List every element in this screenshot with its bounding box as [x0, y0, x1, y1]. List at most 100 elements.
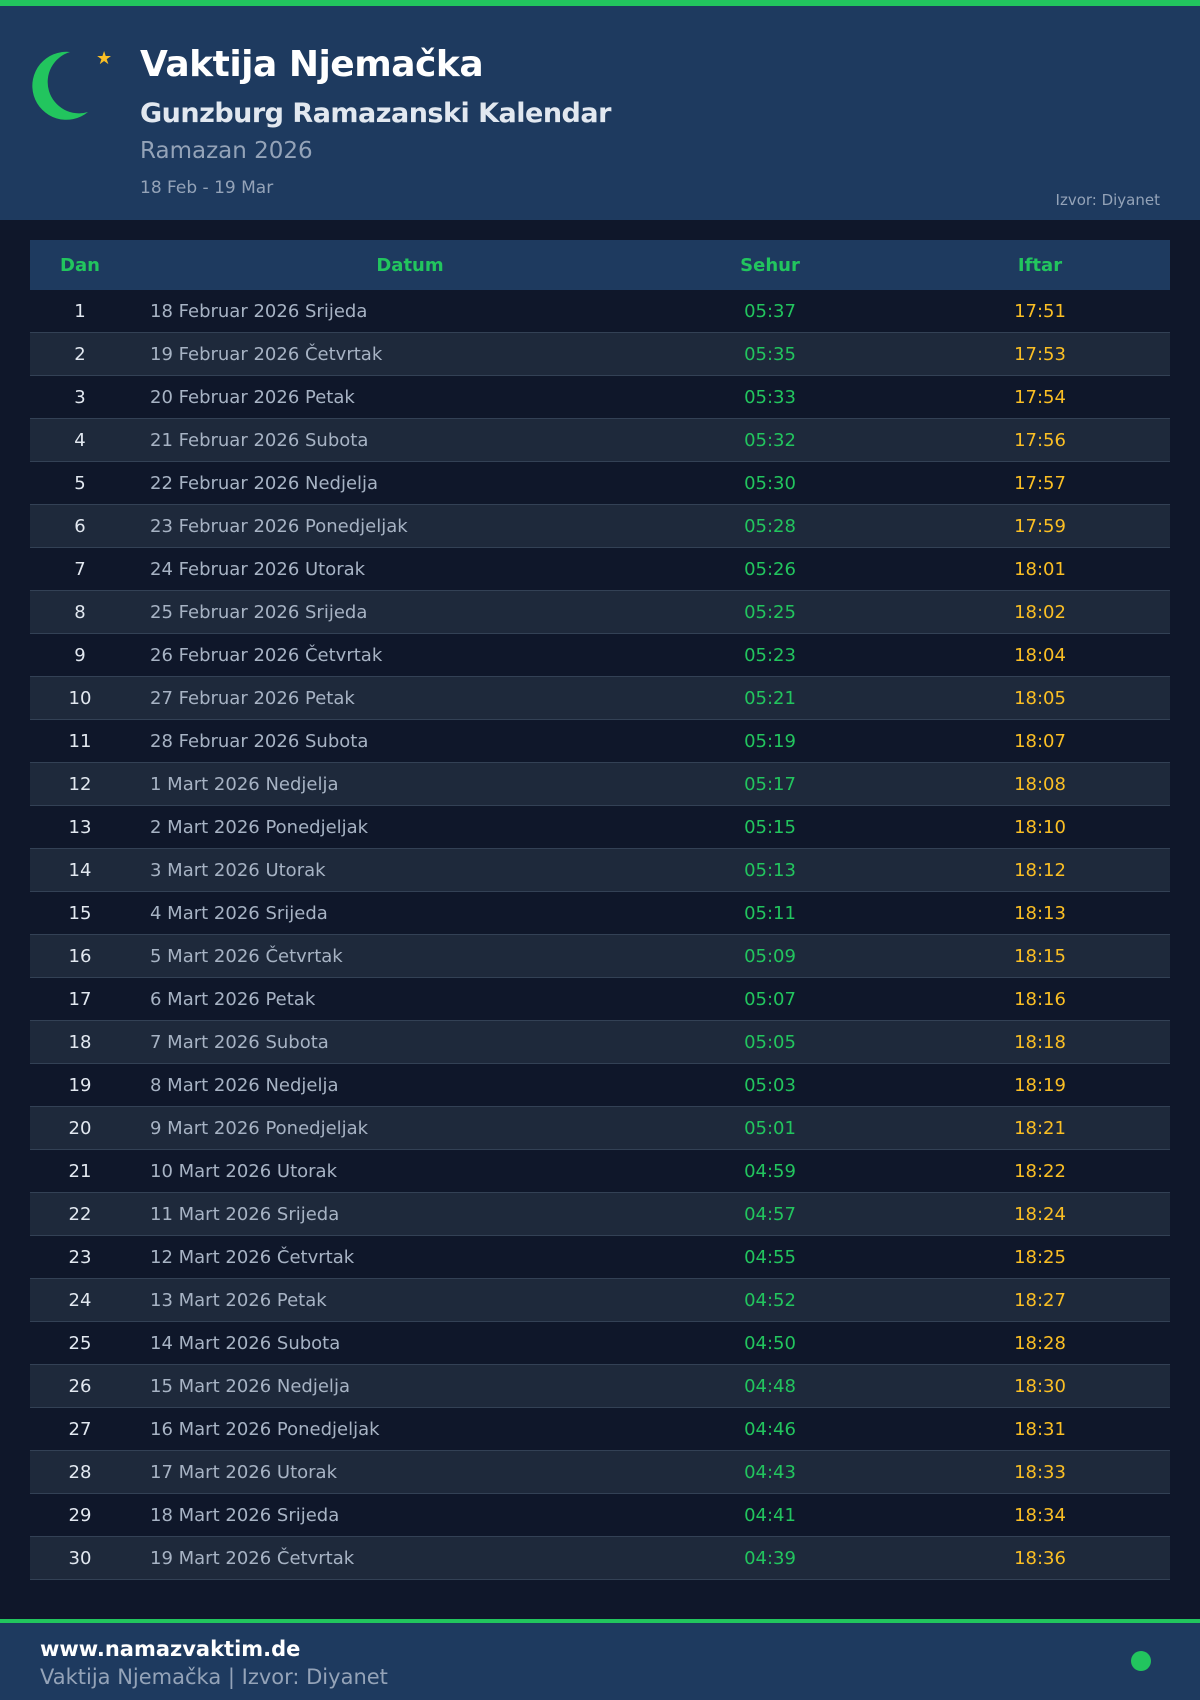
table-row: 28 17 Mart 2026 Utorak 04:43 18:33: [30, 1451, 1170, 1494]
date: 26 Februar 2026 Četvrtak: [150, 644, 383, 666]
column-header-sehur: Sehur: [740, 254, 800, 276]
table-row: 14 3 Mart 2026 Utorak 05:13 18:12: [30, 849, 1170, 892]
iftar-time: 18:33: [1014, 1461, 1066, 1483]
date: 10 Mart 2026 Utorak: [150, 1160, 337, 1182]
iftar-time: 18:16: [1014, 988, 1066, 1010]
table-row: 26 15 Mart 2026 Nedjelja 04:48 18:30: [30, 1365, 1170, 1408]
day-number: 18: [68, 1031, 92, 1053]
sehur-time: 04:48: [744, 1375, 796, 1397]
iftar-time: 18:15: [1014, 945, 1066, 967]
table-row: 19 8 Mart 2026 Nedjelja 05:03 18:19: [30, 1064, 1170, 1107]
day-number: 26: [68, 1375, 92, 1397]
sehur-time: 04:43: [744, 1461, 796, 1483]
crescent-moon-icon: [32, 51, 88, 120]
day-number: 9: [74, 644, 86, 666]
day-number: 24: [68, 1289, 92, 1311]
iftar-time: 17:54: [1014, 386, 1066, 408]
table-row: 8 25 Februar 2026 Srijeda 05:25 18:02: [30, 591, 1170, 634]
day-number: 12: [68, 773, 92, 795]
sehur-time: 05:19: [744, 730, 796, 752]
date: 19 Februar 2026 Četvrtak: [150, 343, 383, 365]
iftar-time: 18:34: [1014, 1504, 1066, 1526]
date: 1 Mart 2026 Nedjelja: [150, 773, 339, 795]
date: 20 Februar 2026 Petak: [150, 386, 355, 408]
table-row: 3 20 Februar 2026 Petak 05:33 17:54: [30, 376, 1170, 419]
page-subtitle: Gunzburg Ramazanski Kalendar: [140, 98, 611, 129]
sehur-time: 05:37: [744, 300, 796, 322]
page-header: ★ Vaktija Njemačka Gunzburg Ramazanski K…: [0, 6, 1200, 220]
season-label: Ramazan 2026: [140, 138, 313, 164]
column-header-iftar: Iftar: [1017, 254, 1063, 276]
sehur-time: 04:55: [744, 1246, 796, 1268]
sehur-time: 05:30: [744, 472, 796, 494]
sehur-time: 05:25: [744, 601, 796, 623]
sehur-time: 04:59: [744, 1160, 796, 1182]
iftar-time: 18:25: [1014, 1246, 1066, 1268]
iftar-time: 18:21: [1014, 1117, 1066, 1139]
table-row: 15 4 Mart 2026 Srijeda 05:11 18:13: [30, 892, 1170, 935]
table-row: 22 11 Mart 2026 Srijeda 04:57 18:24: [30, 1193, 1170, 1236]
date: 17 Mart 2026 Utorak: [150, 1461, 337, 1483]
iftar-time: 18:36: [1014, 1547, 1066, 1569]
table-row: 23 12 Mart 2026 Četvrtak 04:55 18:25: [30, 1236, 1170, 1279]
day-number: 6: [74, 515, 86, 537]
footer-website: www.namazvaktim.de: [40, 1637, 301, 1661]
table-row: 21 10 Mart 2026 Utorak 04:59 18:22: [30, 1150, 1170, 1193]
sehur-time: 05:23: [744, 644, 796, 666]
sehur-time: 04:52: [744, 1289, 796, 1311]
day-number: 4: [74, 429, 86, 451]
table-row: 27 16 Mart 2026 Ponedjeljak 04:46 18:31: [30, 1408, 1170, 1451]
iftar-time: 18:08: [1014, 773, 1066, 795]
date: 25 Februar 2026 Srijeda: [150, 601, 368, 623]
top-accent-bar: [0, 0, 1200, 6]
date: 6 Mart 2026 Petak: [150, 988, 316, 1010]
iftar-time: 17:53: [1014, 343, 1066, 365]
date: 14 Mart 2026 Subota: [150, 1332, 341, 1354]
iftar-time: 18:28: [1014, 1332, 1066, 1354]
iftar-time: 18:31: [1014, 1418, 1066, 1440]
iftar-time: 17:57: [1014, 472, 1066, 494]
date: 19 Mart 2026 Četvrtak: [150, 1547, 355, 1569]
sehur-time: 05:33: [744, 386, 796, 408]
day-number: 1: [74, 300, 86, 322]
sehur-time: 05:09: [744, 945, 796, 967]
day-number: 20: [68, 1117, 92, 1139]
table-row: 11 28 Februar 2026 Subota 05:19 18:07: [30, 720, 1170, 763]
ramadan-calendar-table: Dan Datum Sehur Iftar 1 18 Februar 2026 S…: [30, 240, 1170, 1580]
day-number: 14: [68, 859, 92, 881]
date-range: 18 Feb - 19 Mar: [140, 178, 274, 198]
column-header-dan: Dan: [60, 254, 100, 276]
day-number: 19: [68, 1074, 92, 1096]
iftar-time: 18:13: [1014, 902, 1066, 924]
day-number: 25: [68, 1332, 92, 1354]
sehur-time: 04:50: [744, 1332, 796, 1354]
date: 28 Februar 2026 Subota: [150, 730, 369, 752]
date: 18 Februar 2026 Srijeda: [150, 300, 368, 322]
day-number: 21: [68, 1160, 92, 1182]
sehur-time: 05:32: [744, 429, 796, 451]
table-row: 18 7 Mart 2026 Subota 05:05 18:18: [30, 1021, 1170, 1064]
sehur-time: 05:05: [744, 1031, 796, 1053]
date: 9 Mart 2026 Ponedjeljak: [150, 1117, 369, 1139]
sehur-time: 05:28: [744, 515, 796, 537]
table-row: 12 1 Mart 2026 Nedjelja 05:17 18:08: [30, 763, 1170, 806]
date: 13 Mart 2026 Petak: [150, 1289, 327, 1311]
date: 5 Mart 2026 Četvrtak: [150, 945, 343, 967]
iftar-time: 17:51: [1014, 300, 1066, 322]
table-row: 20 9 Mart 2026 Ponedjeljak 05:01 18:21: [30, 1107, 1170, 1150]
date: 7 Mart 2026 Subota: [150, 1031, 329, 1053]
day-number: 28: [68, 1461, 92, 1483]
sehur-time: 05:26: [744, 558, 796, 580]
table-row: 30 19 Mart 2026 Četvrtak 04:39 18:36: [30, 1537, 1170, 1580]
table-row: 25 14 Mart 2026 Subota 04:50 18:28: [30, 1322, 1170, 1365]
iftar-time: 18:01: [1014, 558, 1066, 580]
table-row: 6 23 Februar 2026 Ponedjeljak 05:28 17:59: [30, 505, 1170, 548]
iftar-time: 18:19: [1014, 1074, 1066, 1096]
iftar-time: 18:10: [1014, 816, 1066, 838]
star-icon: ★: [96, 48, 113, 69]
page-title: Vaktija Njemačka: [140, 44, 484, 85]
iftar-time: 18:24: [1014, 1203, 1066, 1225]
table-row: 2 19 Februar 2026 Četvrtak 05:35 17:53: [30, 333, 1170, 376]
date: 4 Mart 2026 Srijeda: [150, 902, 328, 924]
iftar-time: 18:27: [1014, 1289, 1066, 1311]
